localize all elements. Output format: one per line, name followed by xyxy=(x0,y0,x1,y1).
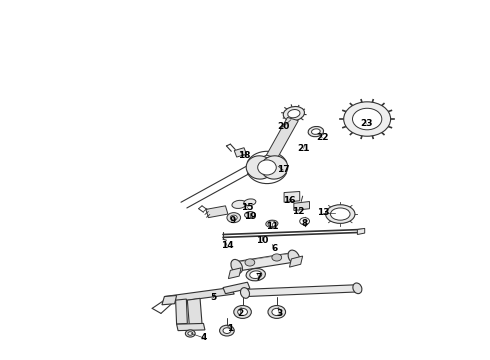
Ellipse shape xyxy=(288,109,300,118)
Circle shape xyxy=(272,254,282,261)
Polygon shape xyxy=(244,285,359,297)
Polygon shape xyxy=(228,268,241,279)
Circle shape xyxy=(238,309,247,316)
Text: 12: 12 xyxy=(293,207,305,216)
Polygon shape xyxy=(162,296,176,305)
Text: 4: 4 xyxy=(200,333,207,342)
Text: 5: 5 xyxy=(210,293,217,302)
Ellipse shape xyxy=(220,325,234,336)
Ellipse shape xyxy=(232,200,246,208)
Text: 19: 19 xyxy=(244,212,256,221)
Polygon shape xyxy=(175,299,187,324)
Text: 9: 9 xyxy=(230,216,236,225)
Circle shape xyxy=(268,306,286,319)
Ellipse shape xyxy=(185,330,195,337)
Ellipse shape xyxy=(223,328,231,333)
Text: 7: 7 xyxy=(255,273,262,282)
Ellipse shape xyxy=(246,269,266,281)
Polygon shape xyxy=(164,288,234,303)
Polygon shape xyxy=(235,252,296,271)
Polygon shape xyxy=(357,228,365,234)
Ellipse shape xyxy=(353,283,362,294)
Circle shape xyxy=(245,259,255,266)
Circle shape xyxy=(300,218,310,225)
Text: 2: 2 xyxy=(237,309,243,318)
Ellipse shape xyxy=(258,160,276,175)
Ellipse shape xyxy=(312,129,320,134)
Circle shape xyxy=(352,108,382,130)
Ellipse shape xyxy=(266,220,278,228)
Text: 22: 22 xyxy=(316,133,328,142)
Ellipse shape xyxy=(245,212,255,218)
Text: 21: 21 xyxy=(297,144,310,153)
Text: 17: 17 xyxy=(277,166,290,175)
Ellipse shape xyxy=(244,199,256,206)
Circle shape xyxy=(227,213,241,223)
Ellipse shape xyxy=(331,208,350,220)
Text: 20: 20 xyxy=(277,122,289,131)
Circle shape xyxy=(234,306,251,319)
Ellipse shape xyxy=(261,156,288,179)
Text: 11: 11 xyxy=(266,222,278,231)
Polygon shape xyxy=(206,206,228,218)
Circle shape xyxy=(230,215,237,220)
Ellipse shape xyxy=(246,156,273,179)
Ellipse shape xyxy=(288,250,300,264)
Text: 14: 14 xyxy=(220,241,233,250)
Text: 16: 16 xyxy=(283,196,295,205)
Text: 13: 13 xyxy=(317,208,329,217)
Circle shape xyxy=(268,221,276,226)
Polygon shape xyxy=(234,148,246,157)
Polygon shape xyxy=(267,117,298,158)
Polygon shape xyxy=(294,202,310,211)
Text: 1: 1 xyxy=(227,324,233,333)
Ellipse shape xyxy=(326,205,355,224)
Polygon shape xyxy=(284,192,300,202)
Text: 10: 10 xyxy=(256,236,269,245)
Ellipse shape xyxy=(308,126,323,137)
Circle shape xyxy=(272,309,282,316)
Text: 15: 15 xyxy=(241,203,254,212)
Polygon shape xyxy=(290,256,303,267)
Text: 8: 8 xyxy=(301,219,308,228)
Text: 6: 6 xyxy=(271,244,277,253)
Ellipse shape xyxy=(250,271,262,279)
Ellipse shape xyxy=(283,107,304,121)
Ellipse shape xyxy=(188,332,193,335)
Circle shape xyxy=(343,102,391,136)
Polygon shape xyxy=(223,282,250,294)
Ellipse shape xyxy=(241,288,249,298)
Polygon shape xyxy=(187,298,202,325)
Text: 23: 23 xyxy=(360,119,372,128)
Ellipse shape xyxy=(231,260,243,274)
Text: 18: 18 xyxy=(238,151,250,160)
Text: 3: 3 xyxy=(276,309,282,318)
Polygon shape xyxy=(176,323,205,330)
